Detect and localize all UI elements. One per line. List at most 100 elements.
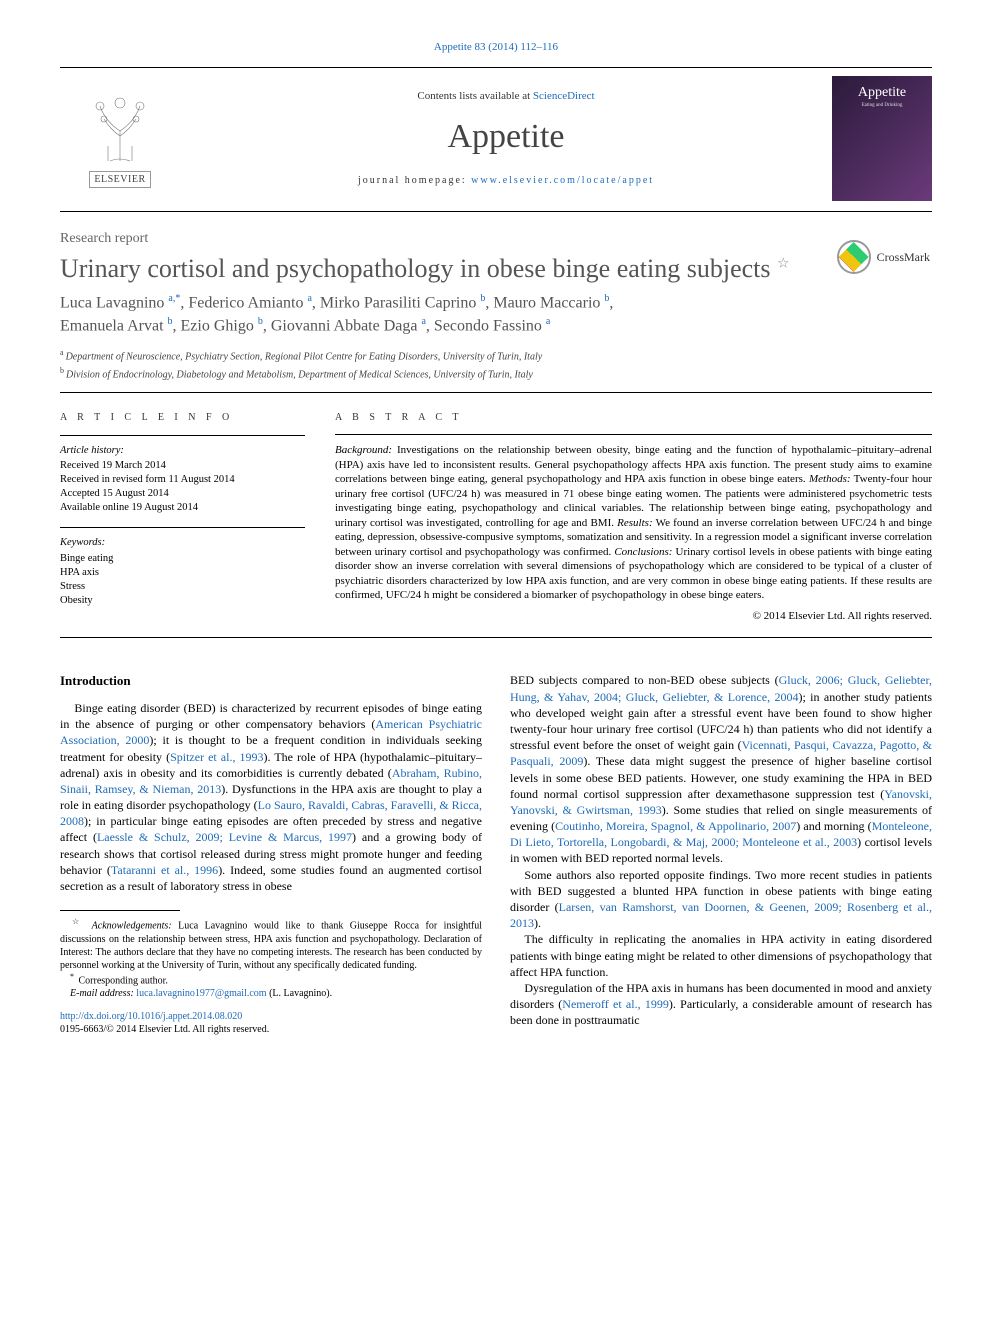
author: Mirko Parasiliti Caprino <box>320 294 476 311</box>
aff-marker: a <box>60 348 64 357</box>
doi-block: http://dx.doi.org/10.1016/j.appet.2014.0… <box>60 1010 482 1036</box>
footnotes: ☆ Acknowledgements: Luca Lavagnino would… <box>60 917 482 1000</box>
article-title-text: Urinary cortisol and psychopathology in … <box>60 254 771 283</box>
author-aff: b <box>604 293 609 304</box>
crossmark-icon <box>837 240 871 274</box>
crossmark-label: CrossMark <box>877 249 930 265</box>
history-line: Available online 19 August 2014 <box>60 501 305 515</box>
aff-text: Department of Neuroscience, Psychiatry S… <box>66 352 543 363</box>
abstract-heading: A B S T R A C T <box>335 411 932 424</box>
keyword: Binge eating <box>60 552 305 566</box>
rule <box>60 435 305 436</box>
citation-link[interactable]: Spitzer et al., 1993 <box>170 750 263 764</box>
homepage-link[interactable]: www.elsevier.com/locate/appet <box>471 175 654 186</box>
body-paragraph: The difficulty in replicating the anomal… <box>510 931 932 980</box>
author-aff: b <box>480 293 485 304</box>
cover-title: Appetite <box>858 84 906 103</box>
author-aff: a <box>421 316 425 327</box>
abstract-results-label: Results: <box>617 517 652 529</box>
rule <box>60 392 932 393</box>
author: Emanuela Arvat <box>60 317 164 334</box>
running-head-citation: Appetite 83 (2014) 112–116 <box>60 40 932 55</box>
keyword: Stress <box>60 580 305 594</box>
journal-cover-thumbnail: Appetite Eating and Drinking <box>832 76 932 201</box>
email-who: (L. Lavagnino). <box>267 988 333 999</box>
author-aff: b <box>258 316 263 327</box>
author-list: Luca Lavagnino a,*, Federico Amianto a, … <box>60 292 932 337</box>
article-title: Urinary cortisol and psychopathology in … <box>60 253 932 284</box>
body-two-column: Introduction Binge eating disorder (BED)… <box>60 672 932 1035</box>
author: Giovanni Abbate Daga <box>271 317 418 334</box>
journal-masthead: ELSEVIER Contents lists available at Sci… <box>60 67 932 212</box>
author-aff: a <box>307 293 311 304</box>
footnote-rule <box>60 910 180 911</box>
body-right-column: BED subjects compared to non-BED obese s… <box>510 672 932 1035</box>
body-left-column: Introduction Binge eating disorder (BED)… <box>60 672 482 1035</box>
affiliation: bDivision of Endocrinology, Diabetology … <box>60 365 932 382</box>
history-line: Accepted 15 August 2014 <box>60 487 305 501</box>
citation-link[interactable]: Nemeroff et al., 1999 <box>562 997 669 1011</box>
title-footnote-marker: ☆ <box>777 256 790 271</box>
citation-link[interactable]: Tataranni et al., 1996 <box>111 863 218 877</box>
article-type-label: Research report <box>60 230 932 249</box>
affiliation: aDepartment of Neuroscience, Psychiatry … <box>60 347 932 364</box>
rule <box>60 527 305 528</box>
crossmark-badge[interactable]: CrossMark <box>837 240 930 274</box>
author-email-link[interactable]: luca.lavagnino1977@gmail.com <box>136 988 266 999</box>
text-run: The difficulty in replicating the anomal… <box>510 932 932 978</box>
contents-prefix: Contents lists available at <box>417 90 532 102</box>
keywords-label: Keywords: <box>60 536 305 550</box>
aff-marker: b <box>60 366 64 375</box>
body-paragraph: BED subjects compared to non-BED obese s… <box>510 672 932 866</box>
journal-homepage-line: journal homepage: www.elsevier.com/locat… <box>180 174 832 188</box>
history-label: Article history: <box>60 444 305 458</box>
body-paragraph: Binge eating disorder (BED) is character… <box>60 700 482 894</box>
footnote-marker: * <box>70 972 74 981</box>
keyword: Obesity <box>60 594 305 608</box>
sciencedirect-link[interactable]: ScienceDirect <box>533 90 595 102</box>
abstract-copyright: © 2014 Elsevier Ltd. All rights reserved… <box>335 609 932 624</box>
doi-link[interactable]: http://dx.doi.org/10.1016/j.appet.2014.0… <box>60 1010 482 1023</box>
info-abstract-row: A R T I C L E I N F O Article history: R… <box>60 411 932 638</box>
ack-label: Acknowledgements: <box>92 921 172 932</box>
footnote-marker: ☆ <box>72 917 83 926</box>
abstract-column: A B S T R A C T Background: Investigatio… <box>335 411 932 623</box>
keywords-block: Keywords: Binge eating HPA axis Stress O… <box>60 536 305 608</box>
journal-title: Appetite <box>180 114 832 160</box>
history-line: Received 19 March 2014 <box>60 459 305 473</box>
elsevier-tree-icon <box>85 89 155 169</box>
publisher-block: ELSEVIER <box>60 89 180 189</box>
abstract-methods-label: Methods: <box>809 473 851 485</box>
cover-subtitle: Eating and Drinking <box>862 103 903 110</box>
author-corr-marker: * <box>175 293 180 304</box>
author: Ezio Ghigo <box>181 317 254 334</box>
abstract-concl-label: Conclusions: <box>614 546 672 558</box>
citation-link[interactable]: Coutinho, Moreira, Spagnol, & Appolinari… <box>555 819 796 833</box>
author: Secondo Fassino <box>434 317 542 334</box>
article-info-column: A R T I C L E I N F O Article history: R… <box>60 411 305 623</box>
citation-link[interactable]: Larsen, van Ramshorst, van Doornen, & Ge… <box>510 900 932 930</box>
author-aff: b <box>168 316 173 327</box>
contents-available-line: Contents lists available at ScienceDirec… <box>180 89 832 104</box>
author: Federico Amianto <box>188 294 303 311</box>
introduction-heading: Introduction <box>60 672 482 690</box>
body-paragraph: Dysregulation of the HPA axis in humans … <box>510 980 932 1029</box>
email-footnote: E-mail address: luca.lavagnino1977@gmail… <box>60 987 482 1000</box>
history-line: Received in revised form 11 August 2014 <box>60 473 305 487</box>
rule <box>335 434 932 435</box>
author: Mauro Maccario <box>493 294 600 311</box>
article-history: Article history: Received 19 March 2014 … <box>60 444 305 516</box>
corresponding-author-footnote: * Corresponding author. <box>60 972 482 987</box>
corr-text: Corresponding author. <box>79 975 168 986</box>
affiliation-list: aDepartment of Neuroscience, Psychiatry … <box>60 347 932 382</box>
text-run: ). <box>534 916 541 930</box>
acknowledgements-footnote: ☆ Acknowledgements: Luca Lavagnino would… <box>60 917 482 971</box>
email-label: E-mail address: <box>70 988 134 999</box>
author: Luca Lavagnino <box>60 294 164 311</box>
aff-text: Division of Endocrinology, Diabetology a… <box>66 369 533 380</box>
issn-copyright-line: 0195-6663/© 2014 Elsevier Ltd. All right… <box>60 1023 482 1036</box>
homepage-prefix: journal homepage: <box>358 175 471 186</box>
keyword: HPA axis <box>60 566 305 580</box>
citation-link[interactable]: Laessle & Schulz, 2009; Levine & Marcus,… <box>97 830 352 844</box>
abstract-bg-label: Background: <box>335 444 392 456</box>
